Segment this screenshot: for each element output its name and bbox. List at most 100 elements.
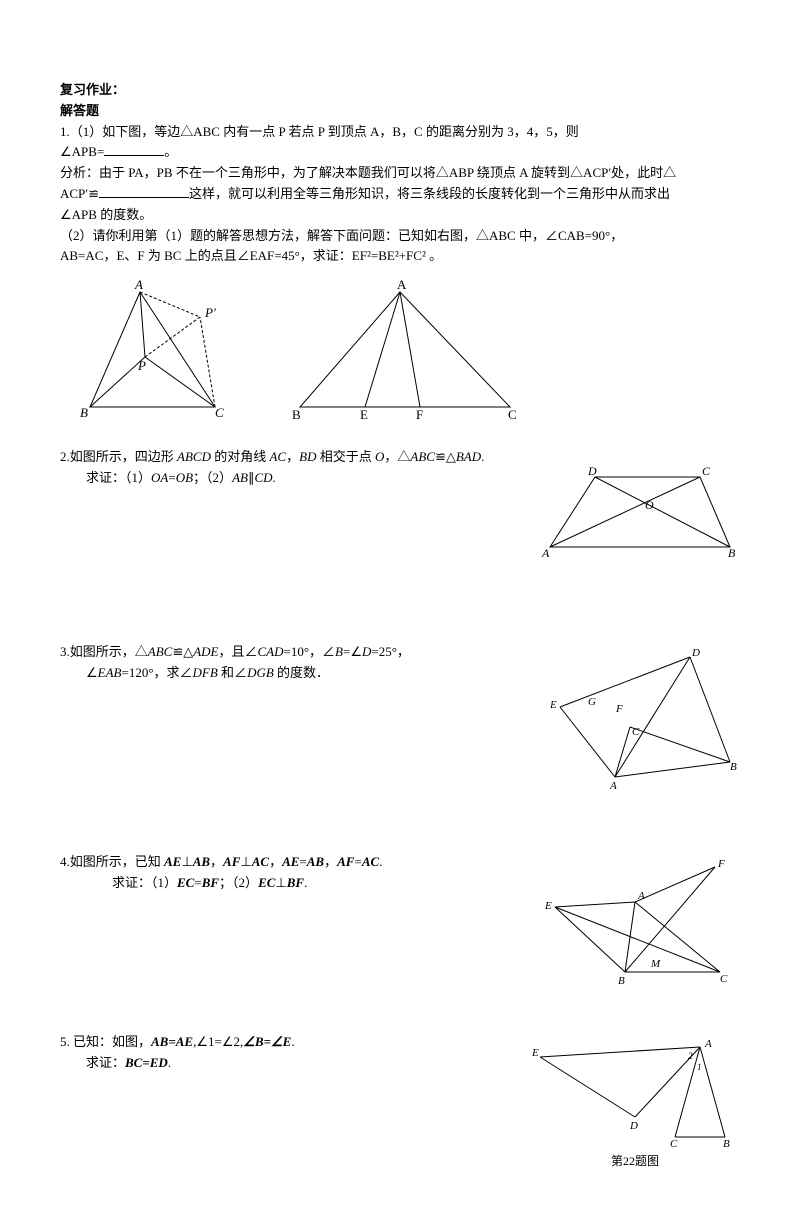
question-2: A B C D O 2.如图所示，四边形 ABCD 的对角线 AC，BD 相交于… [60, 447, 740, 562]
t: CAD [258, 644, 284, 659]
q1-l3: （2）请你利用第（1）题的解答思想方法，解答下面问题：已知如右图，△ABC 中，… [60, 228, 623, 243]
t: =120°，求∠ [121, 665, 192, 680]
q2-O: O [645, 498, 654, 512]
q5-2: 2 [688, 1051, 693, 1061]
q2-A: A [541, 546, 550, 560]
q5-A: A [704, 1038, 712, 1050]
t: AF [223, 854, 240, 869]
q3-B: B [730, 761, 737, 773]
t: 求证：（1） [112, 875, 177, 890]
q5-B: B [723, 1138, 730, 1150]
q1-l1c: 。 [164, 144, 177, 159]
q5-D: D [629, 1120, 638, 1132]
t: BD [299, 449, 316, 464]
q2-figure: A B C D O [540, 462, 740, 562]
q1-l1b: ∠APB= [60, 144, 104, 159]
q2-D: D [587, 464, 597, 478]
q1-l2d: ∠APB 的度数。 [60, 207, 152, 222]
q4-M: M [650, 958, 661, 970]
t: . [168, 1055, 171, 1070]
t: ，△ [384, 449, 410, 464]
t: OB [176, 470, 193, 485]
t: BAD [456, 449, 481, 464]
t: = [194, 875, 201, 890]
t: BC=ED [125, 1055, 168, 1070]
t: ；（2） [219, 875, 258, 890]
lbl2-E: E [360, 407, 368, 422]
t: ABCD [177, 449, 211, 464]
t: . [481, 449, 484, 464]
q4-E: E [544, 900, 552, 912]
lbl-Pp: P′ [204, 305, 216, 320]
t: ABC [410, 449, 435, 464]
t: EC [258, 875, 275, 890]
lbl2-C: C [508, 407, 517, 422]
t: = [299, 854, 306, 869]
q1-figure-2: A B C E F [290, 277, 520, 427]
q4-F: F [717, 858, 725, 870]
q2-B: B [728, 546, 736, 560]
t: 的度数． [274, 665, 329, 680]
t: ， [286, 449, 299, 464]
t: 3.如图所示，△ [60, 644, 148, 659]
q1-l1a: 1.（1）如下图，等边△ABC 内有一点 P 若点 P 到顶点 A，B，C 的距… [60, 124, 579, 139]
q3-E: E [549, 699, 557, 711]
t: AB [307, 854, 324, 869]
t: AE [164, 854, 181, 869]
q3-F: F [615, 703, 623, 715]
t: ， [269, 854, 282, 869]
lbl2-B: B [292, 407, 301, 422]
title: 复习作业： [60, 80, 740, 101]
t: . [291, 1034, 294, 1049]
t: DFB [193, 665, 218, 680]
question-4: A B C E F M 4.如图所示，已知 AE⊥AB，AF⊥AC，AE=AB，… [60, 852, 740, 992]
t: BF [202, 875, 219, 890]
q5-caption: 第22题图 [530, 1152, 740, 1171]
q4-A: A [637, 890, 645, 902]
t: ≌△ [172, 644, 193, 659]
question-1: 1.（1）如下图，等边△ABC 内有一点 P 若点 P 到顶点 A，B，C 的距… [60, 122, 740, 428]
q3-D: D [691, 647, 700, 659]
q1-line4: ACP′≌ 这样，就可以利用全等三角形知识，将三条线段的长度转化到一个三角形中从而… [60, 184, 740, 205]
q3-C: C [632, 726, 640, 738]
t: . [304, 875, 307, 890]
t: ≌△ [435, 449, 456, 464]
t: OA [151, 470, 168, 485]
q2-C: C [702, 464, 711, 478]
blank-1 [104, 142, 164, 156]
t: =10°，∠ [284, 644, 336, 659]
t: EC [177, 875, 194, 890]
t: AF [337, 854, 354, 869]
t: DGB [247, 665, 274, 680]
t: AC [252, 854, 269, 869]
t: 2.如图所示，四边形 [60, 449, 177, 464]
t: EAB [98, 665, 122, 680]
t: O [375, 449, 384, 464]
question-5: A B C D E 1 2 第22题图 5. 已知：如图，AB=AE,∠1=∠2… [60, 1032, 740, 1171]
t: AB [193, 854, 210, 869]
t: ∠B=∠E [243, 1034, 291, 1049]
q5-figure: A B C D E 1 2 [530, 1032, 740, 1152]
q3-A: A [609, 780, 617, 792]
t: ∠ [86, 665, 98, 680]
t: =25°， [371, 644, 410, 659]
q1-figures: A B C P P′ A B C E F [80, 277, 740, 427]
q1-line2: ∠APB= 。 [60, 142, 740, 163]
t: 的对角线 [211, 449, 270, 464]
lbl2-F: F [416, 407, 423, 422]
q1-l2b: ACP′≌ [60, 186, 99, 201]
q1-line1: 1.（1）如下图，等边△ABC 内有一点 P 若点 P 到顶点 A，B，C 的距… [60, 122, 740, 143]
t: ⊥ [181, 854, 192, 869]
q3-G: G [588, 696, 596, 708]
t: CD [254, 470, 272, 485]
t: 求证： [86, 1055, 125, 1070]
t: AC [269, 449, 286, 464]
q4-B: B [618, 975, 625, 987]
q3-figure: A B C D E F G [540, 642, 740, 792]
q1-line5: ∠APB 的度数。 [60, 205, 740, 226]
q1-l2c: 这样，就可以利用全等三角形知识，将三条线段的长度转化到一个三角形中从而求出 [189, 186, 670, 201]
t: ⊥ [240, 854, 251, 869]
t: BF [287, 875, 304, 890]
t: = [168, 470, 175, 485]
lbl-A: A [134, 277, 143, 292]
